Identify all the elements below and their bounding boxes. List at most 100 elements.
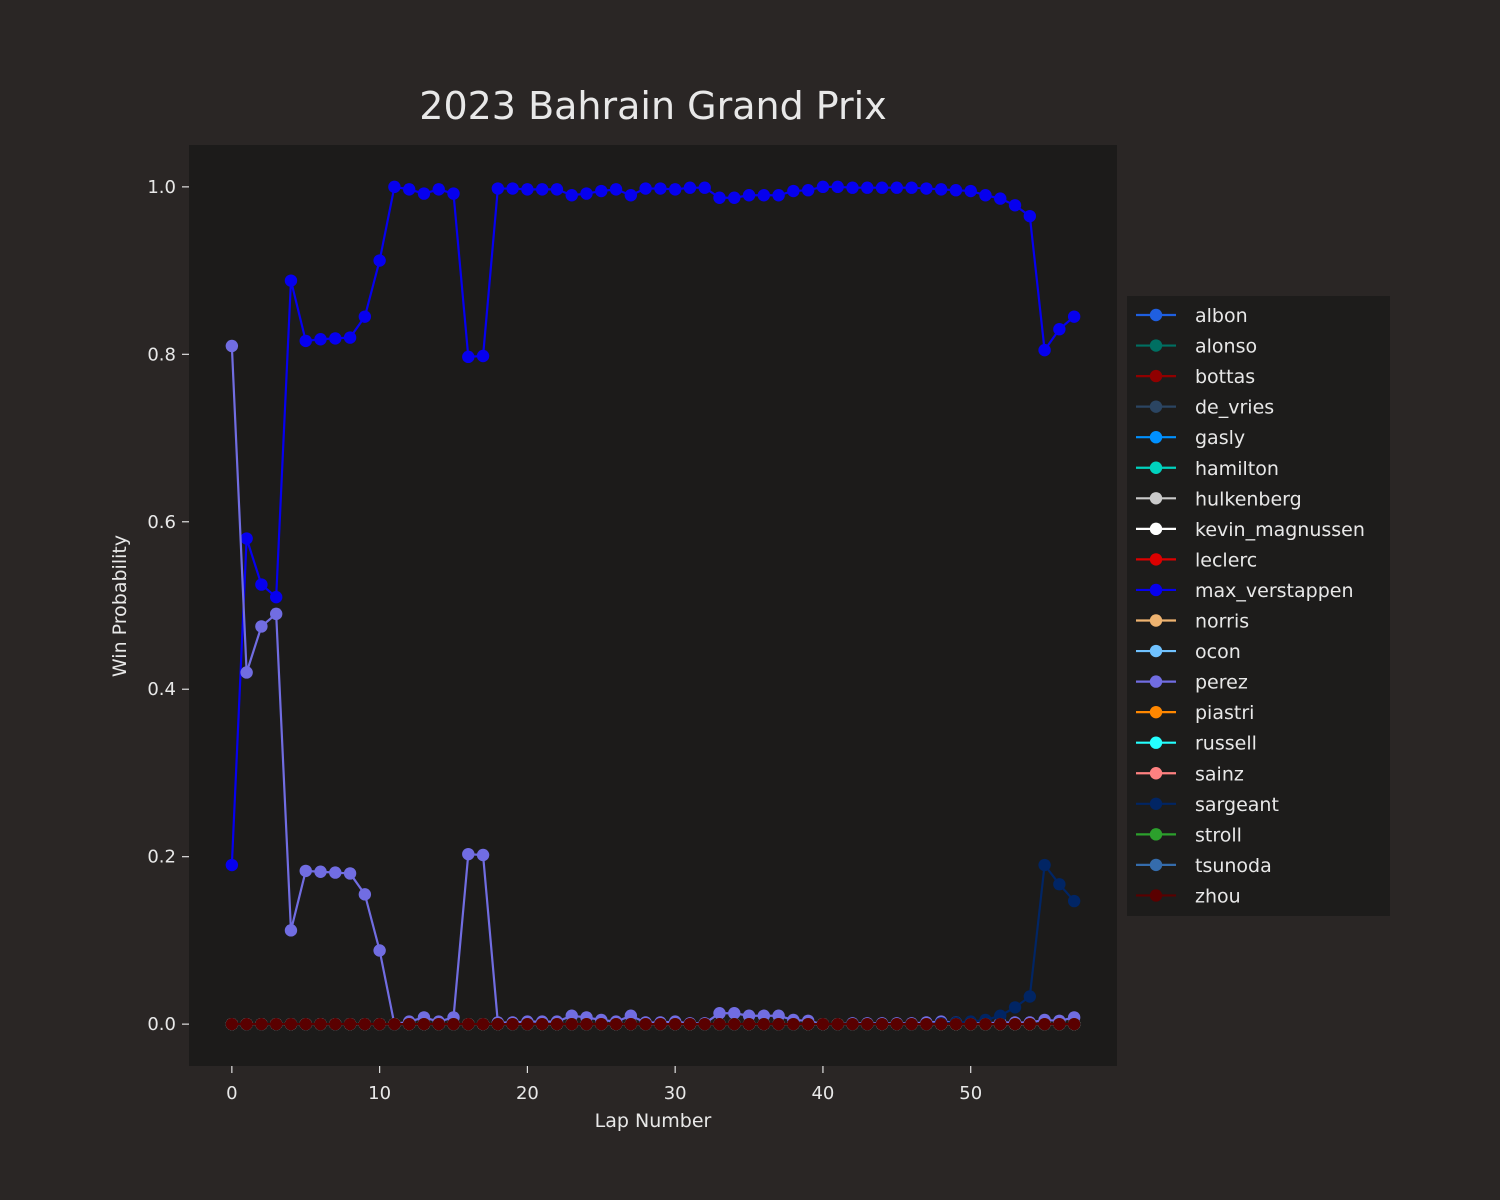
data-point — [373, 944, 386, 957]
legend-label: kevin_magnussen — [1195, 519, 1365, 541]
legend-item-kevin_magnussen: kevin_magnussen — [1136, 519, 1365, 541]
data-point — [329, 1017, 342, 1031]
y-tick-label: 0.8 — [147, 344, 176, 365]
data-point — [462, 1017, 475, 1031]
data-point — [314, 865, 327, 878]
legend-label: albon — [1195, 305, 1248, 327]
legend-item-tsunoda: tsunoda — [1136, 855, 1272, 877]
data-point — [934, 1017, 948, 1031]
series-zhou — [225, 1017, 1081, 1031]
data-point — [255, 578, 268, 591]
legend-item-alonso: alonso — [1136, 336, 1257, 358]
data-point — [1067, 310, 1081, 323]
legend-label: max_verstappen — [1195, 580, 1354, 602]
data-point — [1023, 1017, 1037, 1031]
legend-marker — [1149, 705, 1163, 719]
data-point — [639, 1017, 652, 1031]
data-point — [373, 254, 386, 267]
legend-label: stroll — [1195, 824, 1242, 846]
legend-marker — [1149, 461, 1163, 474]
data-point — [609, 183, 623, 196]
legend-marker — [1149, 736, 1163, 749]
data-point — [314, 1017, 327, 1031]
legend-item-piastri: piastri — [1136, 702, 1254, 724]
data-point — [949, 184, 963, 197]
data-point — [742, 189, 756, 202]
data-point — [506, 1017, 519, 1031]
y-tick-label: 0.2 — [147, 847, 176, 868]
legend-marker — [1149, 339, 1163, 352]
data-point — [654, 1017, 667, 1031]
data-point — [299, 334, 312, 348]
data-point — [816, 180, 830, 194]
data-point — [964, 184, 977, 198]
data-point — [225, 1017, 239, 1031]
data-point — [565, 189, 578, 202]
legend-label: leclerc — [1195, 549, 1257, 571]
data-point — [728, 1007, 741, 1020]
data-point — [846, 1017, 859, 1031]
legend-marker — [1149, 889, 1163, 902]
data-point — [683, 1017, 697, 1031]
data-point — [609, 1017, 623, 1031]
data-point — [698, 1017, 711, 1031]
legend-marker — [1149, 553, 1163, 566]
data-point — [1023, 990, 1037, 1003]
data-point — [979, 1017, 992, 1031]
legend-label: gasly — [1195, 427, 1245, 449]
data-point — [284, 1017, 298, 1031]
legend-marker — [1149, 797, 1163, 810]
legend-marker — [1149, 369, 1163, 383]
data-point — [462, 350, 475, 364]
legend-marker — [1149, 492, 1163, 505]
data-point — [875, 1017, 889, 1031]
data-point — [787, 1017, 800, 1031]
legend-item-sargeant: sargeant — [1136, 794, 1279, 816]
legend-label: tsunoda — [1195, 855, 1272, 877]
series-line — [230, 345, 1075, 1026]
legend-label: sainz — [1195, 763, 1244, 785]
data-point — [550, 1017, 564, 1031]
legend-label: de_vries — [1195, 397, 1274, 419]
data-point — [846, 181, 859, 194]
data-point — [698, 181, 711, 194]
data-point — [476, 1017, 490, 1031]
data-point — [1053, 1017, 1066, 1031]
data-point — [1038, 858, 1051, 872]
data-point — [343, 867, 357, 880]
data-point — [831, 1017, 844, 1031]
data-point — [668, 183, 682, 196]
y-tick-label: 1.0 — [147, 177, 176, 198]
data-point — [920, 182, 933, 195]
x-tick-label: 40 — [811, 1083, 834, 1104]
data-point — [358, 1017, 372, 1031]
legend-item-zhou: zhou — [1136, 885, 1241, 907]
legend-box — [1127, 296, 1390, 916]
data-point — [890, 181, 904, 194]
data-point — [329, 332, 342, 345]
data-point — [949, 1017, 963, 1031]
data-point — [831, 180, 844, 194]
data-point — [240, 1017, 253, 1031]
data-point — [521, 1017, 534, 1031]
data-point — [565, 1017, 578, 1031]
data-point — [417, 1017, 431, 1031]
data-point — [1023, 209, 1037, 223]
data-point — [683, 181, 697, 194]
data-point — [1067, 894, 1081, 908]
data-point — [225, 858, 239, 872]
data-point — [388, 1017, 401, 1031]
data-point — [521, 183, 534, 196]
data-point — [905, 181, 918, 194]
data-point — [639, 182, 652, 195]
data-point — [269, 607, 283, 621]
data-point — [462, 847, 475, 861]
data-point — [713, 1007, 726, 1020]
plot-area — [189, 145, 1117, 1066]
data-point — [964, 1017, 977, 1031]
legend-label: alonso — [1195, 336, 1257, 358]
data-point — [979, 189, 992, 202]
data-point — [890, 1017, 904, 1031]
data-point — [358, 888, 372, 901]
data-point — [934, 183, 948, 196]
